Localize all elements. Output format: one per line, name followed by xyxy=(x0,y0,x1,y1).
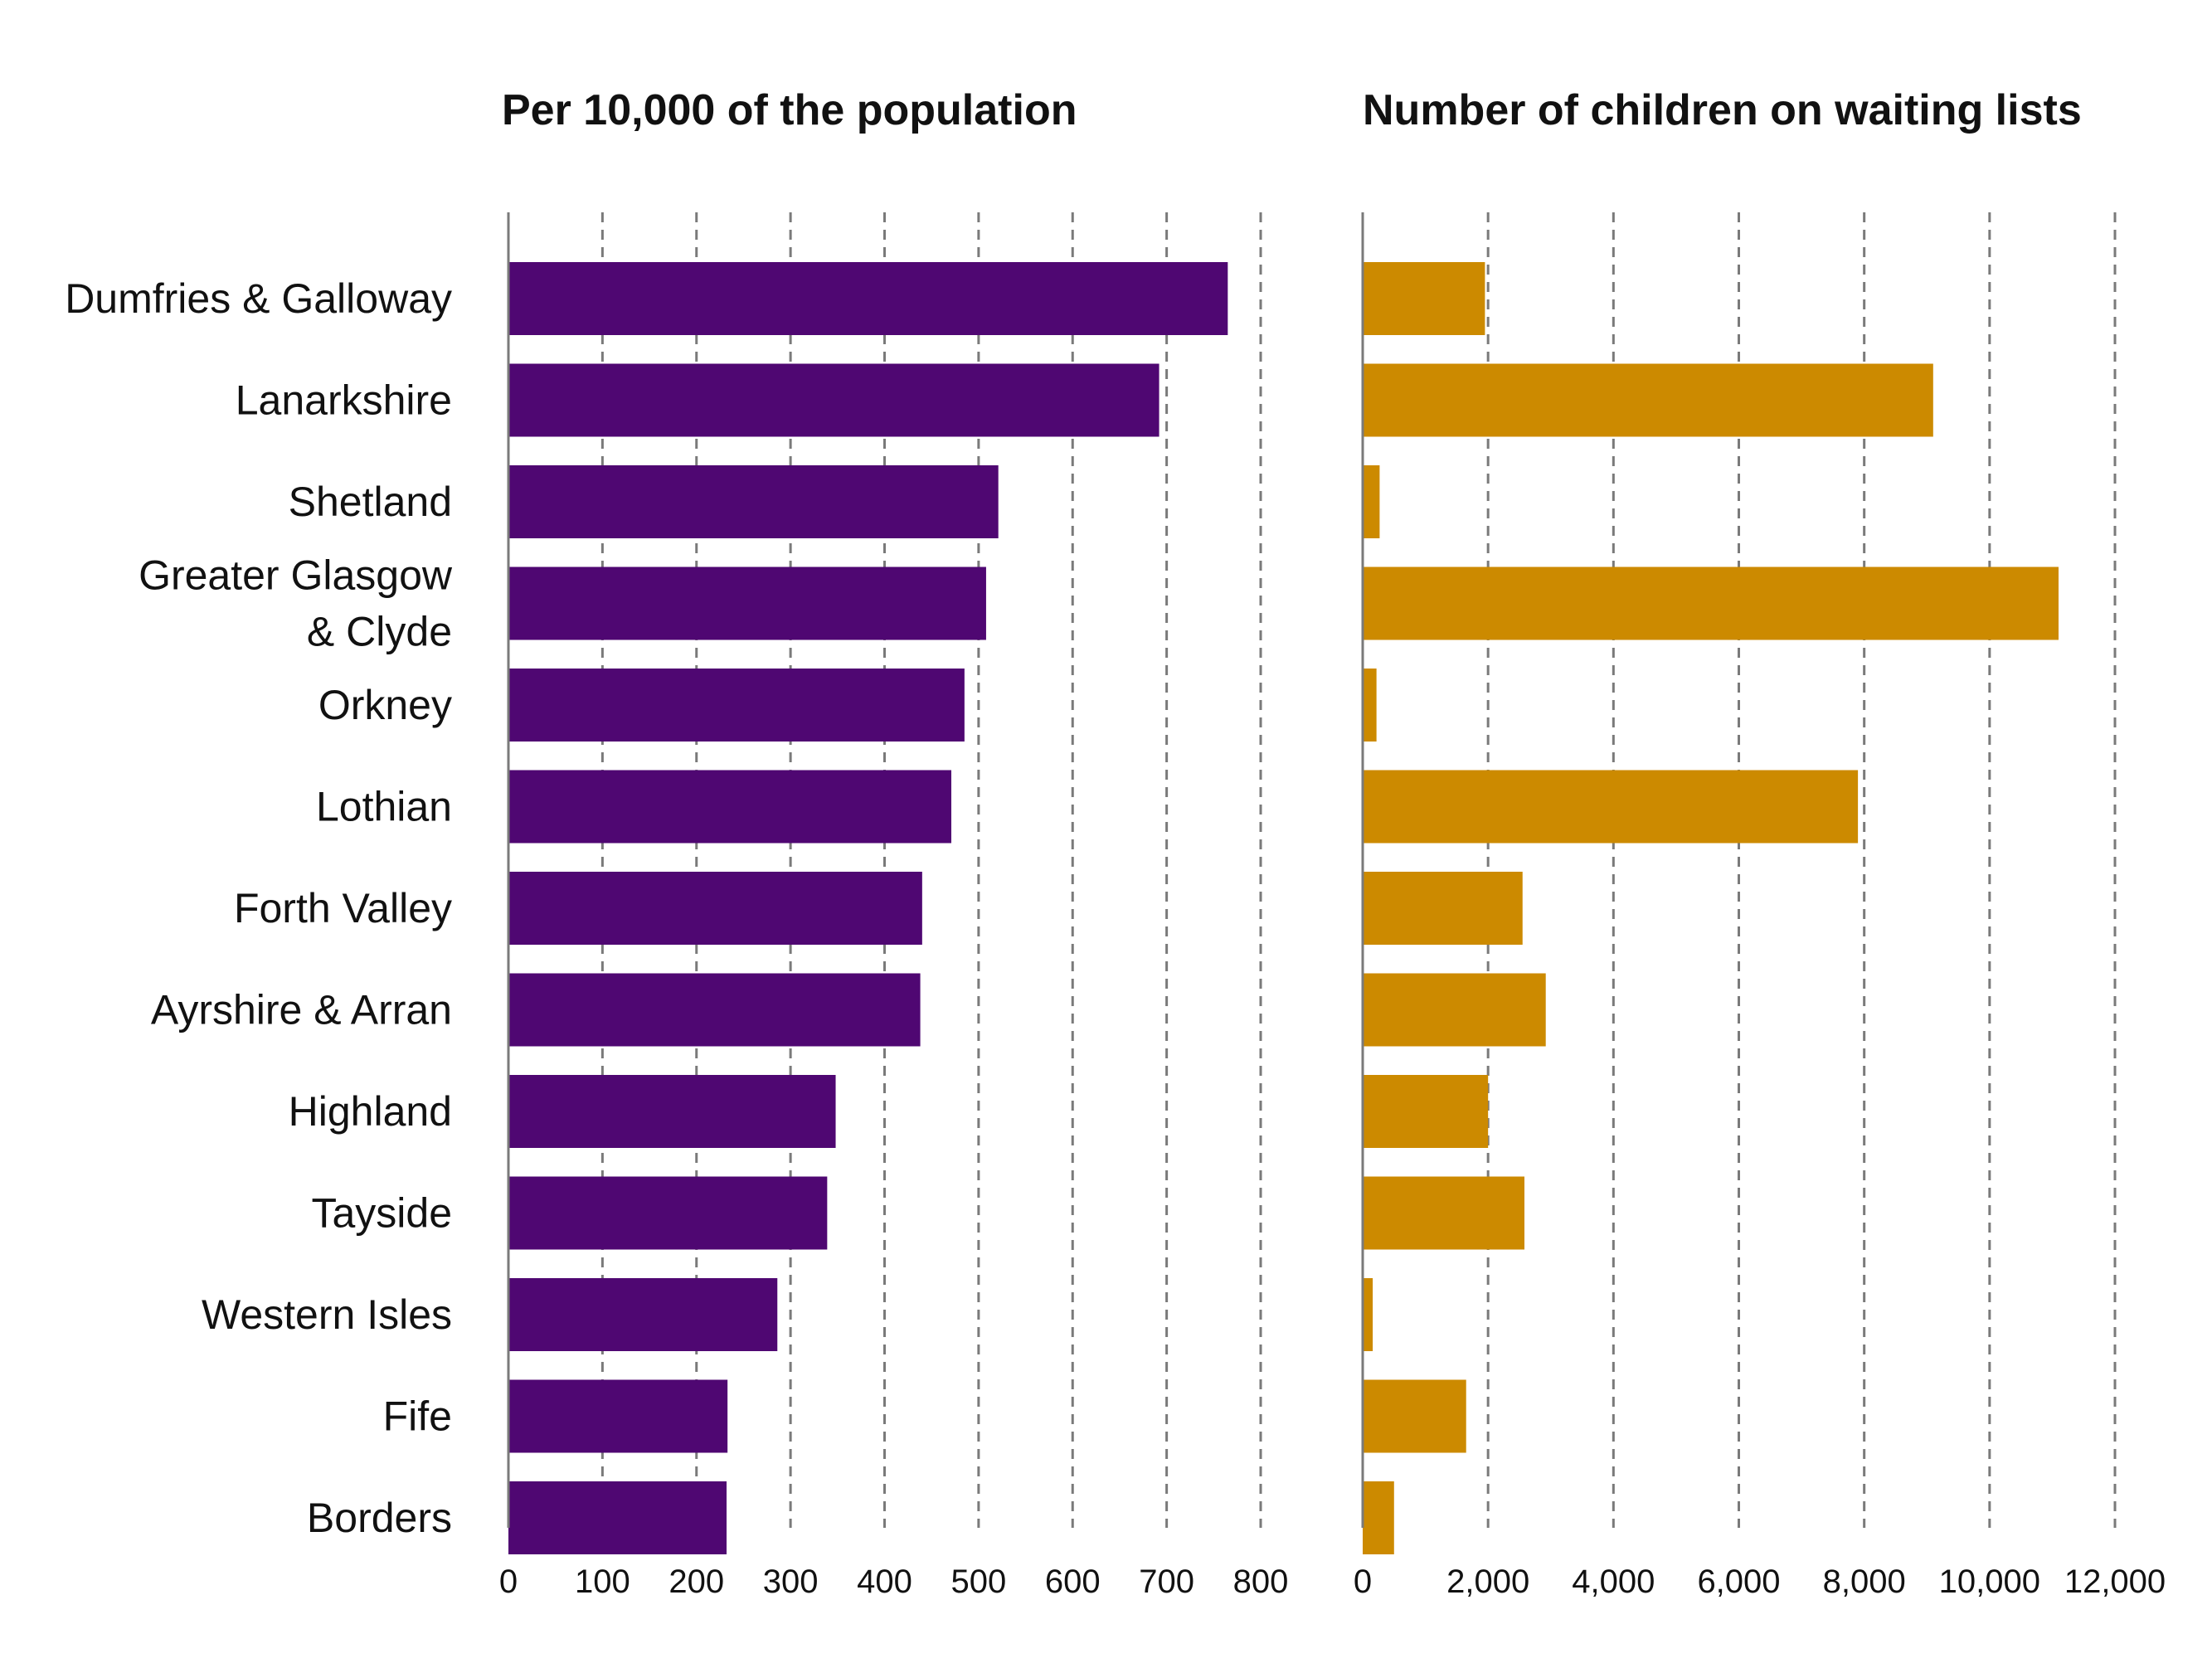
panel-0-bar-4 xyxy=(508,669,965,742)
panel-0-tick-label-6: 600 xyxy=(1045,1563,1101,1600)
category-label-2: Shetland xyxy=(289,479,452,525)
panel-1-bar-11 xyxy=(1363,1379,1466,1453)
panel-1-bar-12 xyxy=(1363,1481,1394,1554)
panel-1-bar-4 xyxy=(1363,669,1377,742)
category-label-8: Highland xyxy=(289,1088,452,1135)
panel-1-bar-10 xyxy=(1363,1278,1373,1351)
panel-0-bar-8 xyxy=(508,1075,836,1148)
panel-1-bar-2 xyxy=(1363,465,1380,538)
panel-0-bar-7 xyxy=(508,973,921,1047)
category-label-4: Orkney xyxy=(318,682,452,728)
panel-1-tick-label-2: 4,000 xyxy=(1572,1563,1655,1600)
panel-0-bar-2 xyxy=(508,465,999,538)
panel-0-bar-6 xyxy=(508,872,922,945)
category-label-11: Fife xyxy=(383,1393,452,1440)
panel-0-tick-label-2: 200 xyxy=(668,1563,724,1600)
panel-1-bar-7 xyxy=(1363,973,1546,1047)
panel-0-bar-10 xyxy=(508,1278,778,1351)
panel-1-bar-8 xyxy=(1363,1075,1489,1148)
category-label-10: Western Isles xyxy=(202,1291,452,1338)
panel-0-bar-5 xyxy=(508,770,951,844)
category-label-5: Lothian xyxy=(316,784,452,830)
category-label-7: Ayrshire & Arran xyxy=(151,987,452,1033)
panel-1-bar-6 xyxy=(1363,872,1523,945)
panel-0-bar-3 xyxy=(508,566,986,640)
category-label-12: Borders xyxy=(307,1495,452,1541)
panel-1-tick-label-4: 8,000 xyxy=(1823,1563,1906,1600)
panel-0-title: Per 10,000 of the population xyxy=(502,86,1077,134)
panel-0-tick-label-8: 800 xyxy=(1233,1563,1289,1600)
panel-0-bar-9 xyxy=(508,1176,828,1250)
panel-1-bar-0 xyxy=(1363,262,1485,335)
panel-0-bar-0 xyxy=(508,262,1228,335)
panel-0-bar-11 xyxy=(508,1379,728,1453)
panel-0-tick-label-7: 700 xyxy=(1139,1563,1194,1600)
panel-1-tick-label-3: 6,000 xyxy=(1697,1563,1780,1600)
category-label-6: Forth Valley xyxy=(234,885,452,931)
panel-1-bar-3 xyxy=(1363,566,2059,640)
category-label-1: Lanarkshire xyxy=(236,377,452,424)
category-label-9: Tayside xyxy=(311,1190,452,1237)
panel-1-tick-label-6: 12,000 xyxy=(2064,1563,2166,1600)
panel-1-bar-5 xyxy=(1363,770,1859,844)
category-label-0: Dumfries & Galloway xyxy=(65,275,452,322)
panel-1-tick-label-5: 10,000 xyxy=(1939,1563,2040,1600)
panel-0-tick-label-3: 300 xyxy=(763,1563,819,1600)
panel-0-bar-12 xyxy=(508,1481,727,1554)
panel-1-tick-label-1: 2,000 xyxy=(1446,1563,1529,1600)
panel-0-tick-label-4: 400 xyxy=(857,1563,912,1600)
category-label-3-line-0: Greater Glasgow xyxy=(139,552,453,599)
panel-0-bar-1 xyxy=(508,363,1159,437)
panel-0-tick-label-1: 100 xyxy=(575,1563,630,1600)
category-label-3-line-1: & Clyde xyxy=(307,609,452,655)
panel-1-bar-1 xyxy=(1363,363,1933,437)
panel-1-title: Number of children on waiting lists xyxy=(1363,86,2082,134)
panel-0-tick-label-5: 500 xyxy=(951,1563,1007,1600)
panel-1-bar-9 xyxy=(1363,1176,1525,1250)
panel-0-tick-label-0: 0 xyxy=(499,1563,518,1600)
panel-1-tick-label-0: 0 xyxy=(1354,1563,1372,1600)
